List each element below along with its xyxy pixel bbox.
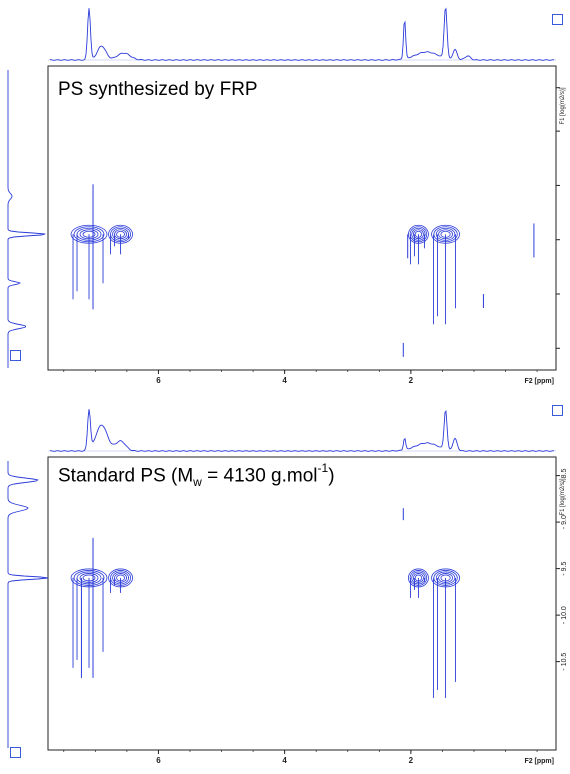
x-axis-label: F2 [ppm] xyxy=(524,378,554,385)
f1-projection-spectrum xyxy=(7,70,46,368)
f1-projection-spectrum xyxy=(7,461,48,748)
y-tick-label: - 8.5 xyxy=(561,468,568,482)
y-tick-label: - 9.5 xyxy=(561,562,568,576)
y-axis-label: F1 [log(m2/s)] xyxy=(560,478,566,515)
plot-frame xyxy=(47,65,557,371)
y-tick-label: - 9.0 xyxy=(561,515,568,529)
chart-title: PS synthesized by FRP xyxy=(58,79,258,100)
y-tick-label: - 10.0 xyxy=(561,606,568,624)
y-axis-label: F1 [log(m2/s)] xyxy=(560,87,566,124)
f2-projection-spectrum xyxy=(50,409,554,452)
y-tick-label: - 10.5 xyxy=(561,653,568,671)
x-tick-label: 2 xyxy=(409,756,414,765)
chart-panel-frp: 6 4 2 F2 [ppm] F1 [log(m2/s)] PS synthesized… xyxy=(7,7,566,385)
f2-projection-spectrum xyxy=(50,7,554,61)
x-tick-label: 6 xyxy=(156,376,161,385)
corner-box-icon xyxy=(10,350,21,361)
x-tick-label: 6 xyxy=(156,756,161,765)
corner-box-icon xyxy=(552,14,563,25)
chart-standard-svg: 6 4 2 F2 [ppm] F1 [log(m2/s)] - 10.5 - 10.0 - 9… xyxy=(7,409,568,765)
chart-panel-standard: 6 4 2 F2 [ppm] F1 [log(m2/s)] - 10.5 - 10.0 - 9… xyxy=(0,395,570,774)
plot-frame xyxy=(47,456,557,751)
chart-frp-svg: 6 4 2 F2 [ppm] F1 [log(m2/s)] xyxy=(7,7,566,385)
corner-box-icon xyxy=(552,405,563,416)
chart-title: Standard PS (Mw = 4130 g.mol-1) xyxy=(58,461,335,490)
x-tick-label: 4 xyxy=(282,376,287,385)
corner-box-icon xyxy=(10,747,21,758)
x-axis-label: F2 [ppm] xyxy=(524,758,554,765)
x-tick-label: 2 xyxy=(409,376,414,385)
x-tick-label: 4 xyxy=(282,756,287,765)
